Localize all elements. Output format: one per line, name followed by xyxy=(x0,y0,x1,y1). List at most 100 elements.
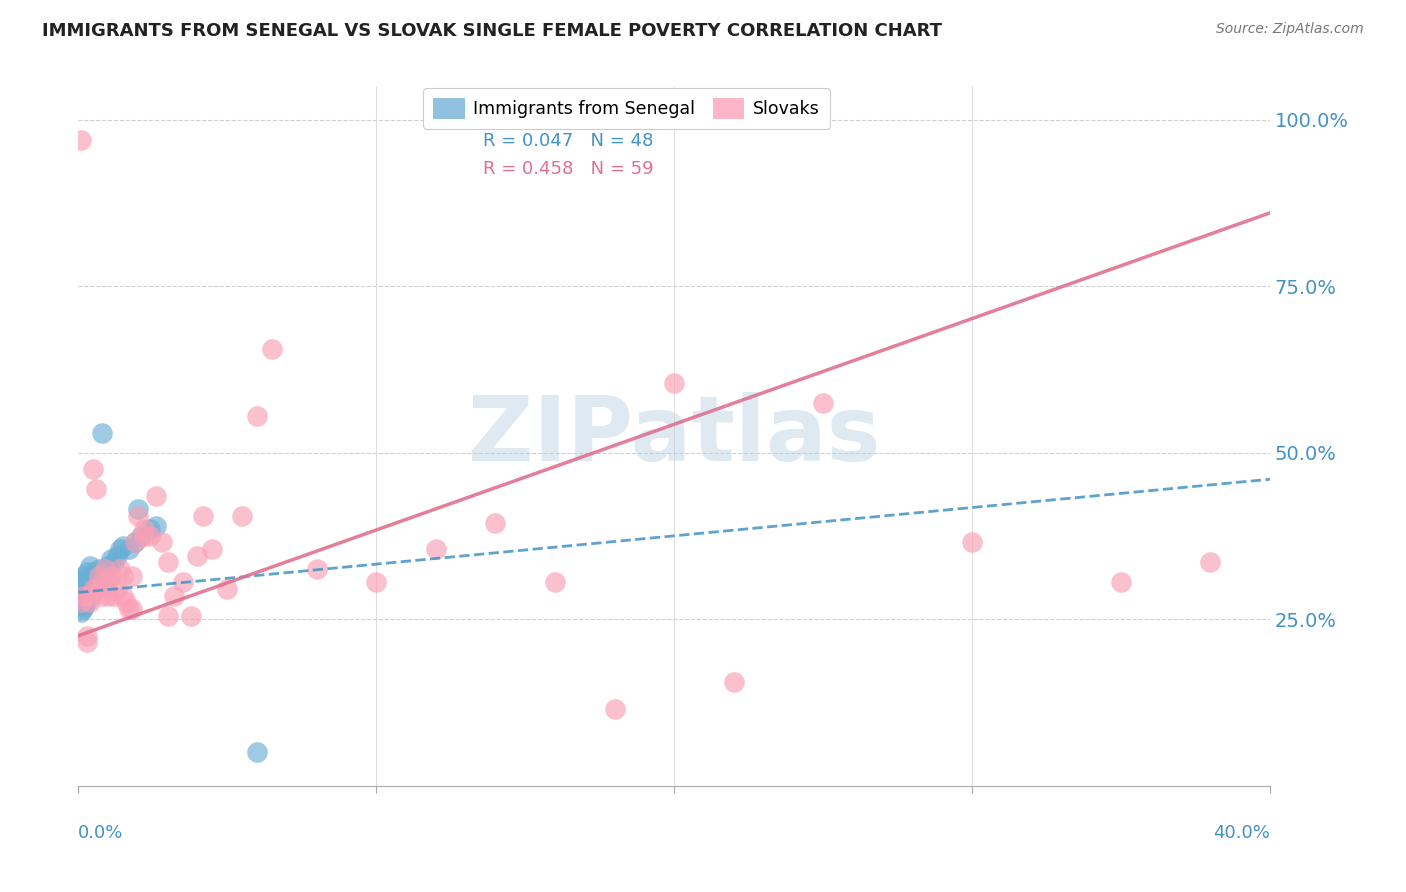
Text: Source: ZipAtlas.com: Source: ZipAtlas.com xyxy=(1216,22,1364,37)
Point xyxy=(70,595,93,609)
Text: R = 0.047   N = 48: R = 0.047 N = 48 xyxy=(484,132,654,150)
Point xyxy=(76,585,98,599)
Point xyxy=(82,575,104,590)
Point xyxy=(84,482,107,496)
Point xyxy=(69,599,91,613)
Point xyxy=(79,589,101,603)
Point xyxy=(246,745,269,759)
Point xyxy=(108,562,131,576)
Point xyxy=(70,133,93,147)
Point xyxy=(70,595,93,609)
Point xyxy=(544,575,567,590)
Point xyxy=(127,502,149,516)
Point xyxy=(425,542,447,557)
Point xyxy=(79,558,101,573)
Point xyxy=(79,572,101,586)
Point xyxy=(100,552,122,566)
Point xyxy=(73,589,96,603)
Point xyxy=(193,508,215,523)
Point xyxy=(79,589,101,603)
Point xyxy=(118,602,141,616)
Point xyxy=(172,575,194,590)
Point xyxy=(145,489,167,503)
Point xyxy=(156,608,179,623)
Point xyxy=(89,569,111,583)
Point xyxy=(484,516,506,530)
Point xyxy=(70,575,93,590)
Point xyxy=(145,519,167,533)
Point xyxy=(118,542,141,557)
Point xyxy=(132,522,155,536)
Point xyxy=(91,575,114,590)
Point xyxy=(108,542,131,557)
Point xyxy=(76,635,98,649)
Point xyxy=(103,556,125,570)
Point xyxy=(811,395,834,409)
Point xyxy=(246,409,269,423)
Point xyxy=(139,522,162,536)
Point xyxy=(180,608,202,623)
Point xyxy=(129,529,152,543)
Point xyxy=(111,569,134,583)
Point xyxy=(127,508,149,523)
Point xyxy=(186,549,208,563)
Point xyxy=(73,599,96,613)
Point xyxy=(115,595,138,609)
Point xyxy=(201,542,224,557)
Point xyxy=(76,595,98,609)
Point xyxy=(82,462,104,476)
Point xyxy=(72,602,94,616)
Point xyxy=(69,585,91,599)
Point xyxy=(111,539,134,553)
Text: 0.0%: 0.0% xyxy=(79,824,124,842)
Point xyxy=(603,702,626,716)
Point xyxy=(84,582,107,596)
Point xyxy=(89,562,111,576)
Point xyxy=(97,575,120,590)
Point xyxy=(70,589,93,603)
Point xyxy=(76,629,98,643)
Point xyxy=(662,376,685,390)
Point xyxy=(960,535,983,549)
Point xyxy=(150,535,173,549)
Point xyxy=(84,572,107,586)
Point xyxy=(217,582,239,596)
Point xyxy=(70,582,93,596)
Point xyxy=(156,556,179,570)
Point xyxy=(366,575,388,590)
Point xyxy=(72,595,94,609)
Point xyxy=(77,582,100,596)
Point xyxy=(76,575,98,590)
Point xyxy=(94,562,117,576)
Point xyxy=(121,569,143,583)
Point xyxy=(84,582,107,596)
Point xyxy=(162,589,184,603)
Point xyxy=(231,508,253,523)
Point xyxy=(105,582,128,596)
Point xyxy=(73,579,96,593)
Point xyxy=(305,562,328,576)
Point xyxy=(82,582,104,596)
Point xyxy=(103,589,125,603)
Point xyxy=(82,585,104,599)
Point xyxy=(72,585,94,599)
Point xyxy=(97,558,120,573)
Text: ZIPatlas: ZIPatlas xyxy=(468,392,880,480)
Point xyxy=(100,569,122,583)
Point xyxy=(124,535,146,549)
Point xyxy=(132,529,155,543)
Point xyxy=(89,575,111,590)
Point xyxy=(1109,575,1132,590)
Text: 40.0%: 40.0% xyxy=(1213,824,1270,842)
Point xyxy=(69,592,91,607)
Point xyxy=(121,602,143,616)
Point xyxy=(1199,556,1222,570)
Point xyxy=(75,592,97,607)
Text: IMMIGRANTS FROM SENEGAL VS SLOVAK SINGLE FEMALE POVERTY CORRELATION CHART: IMMIGRANTS FROM SENEGAL VS SLOVAK SINGLE… xyxy=(42,22,942,40)
Point xyxy=(73,589,96,603)
Legend: Immigrants from Senegal, Slovaks: Immigrants from Senegal, Slovaks xyxy=(423,88,830,129)
Point xyxy=(69,572,91,586)
Point xyxy=(70,606,93,620)
Point xyxy=(76,566,98,580)
Text: R = 0.458   N = 59: R = 0.458 N = 59 xyxy=(484,160,654,178)
